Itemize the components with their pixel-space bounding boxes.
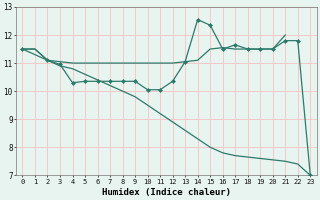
- X-axis label: Humidex (Indice chaleur): Humidex (Indice chaleur): [102, 188, 231, 197]
